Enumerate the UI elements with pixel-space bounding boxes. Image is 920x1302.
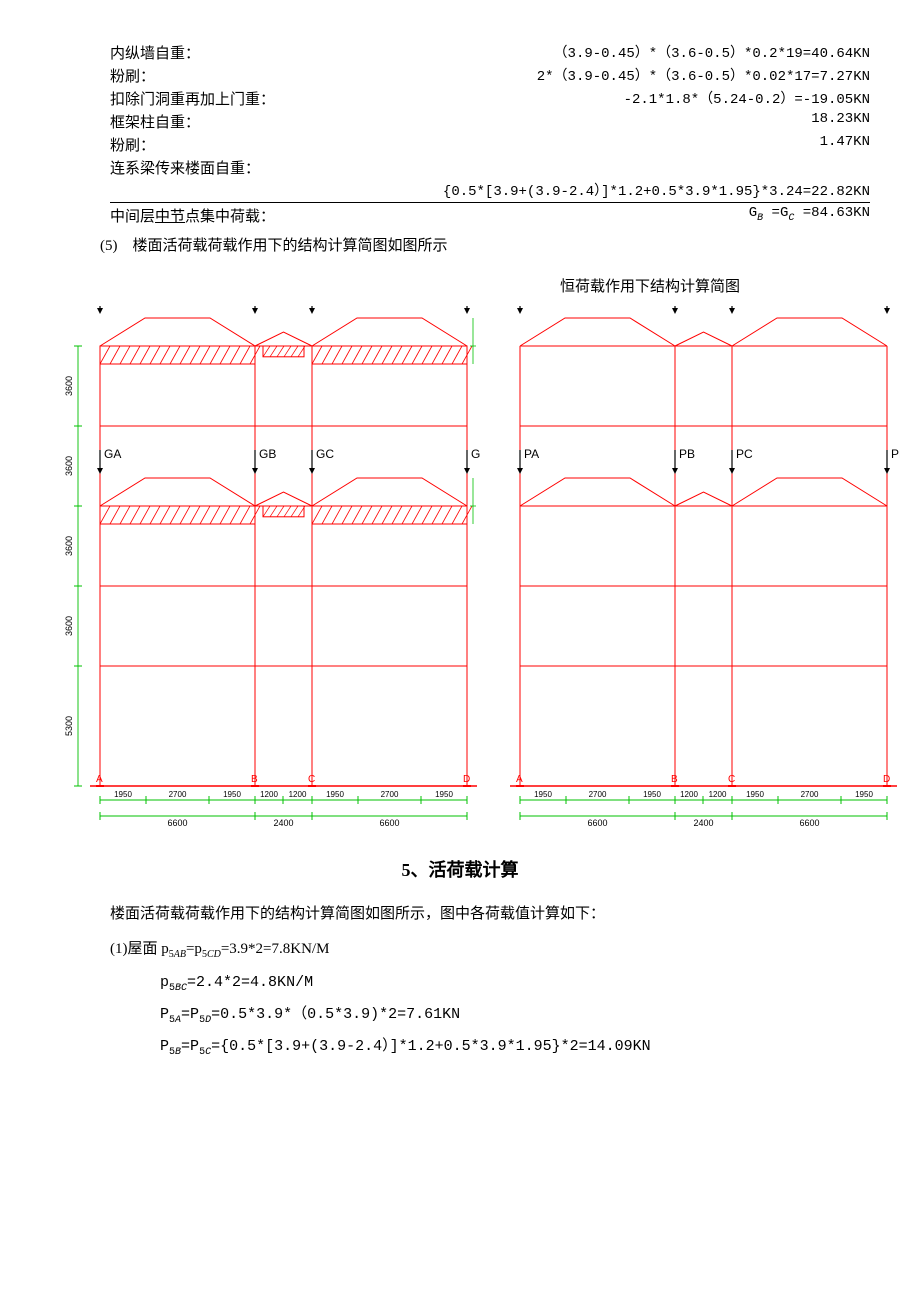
svg-text:1950: 1950 [326,790,344,799]
diagrams-container: ABCDG5AG5BG5CG5DGAGBGCGD1950270019501200… [50,306,870,826]
calc-row: 内纵墙自重：（3.9-0.45）*（3.6-0.5）*0.2*19=40.64K… [110,42,870,63]
svg-text:1950: 1950 [746,790,764,799]
calc-block: 内纵墙自重：（3.9-0.45）*（3.6-0.5）*0.2*19=40.64K… [110,42,870,226]
section-title-5: 5、活荷载计算 [50,856,870,882]
calc-row-underlined: {0.5*[3.9+(3.9-2.4）]*1.2+0.5*3.9*1.95}*3… [110,180,870,203]
svg-text:3600: 3600 [64,456,74,476]
diagram-right: ABCDP5AP5BP5CP5DPAPBPCPD1950270019501200… [500,306,900,826]
svg-text:C: C [728,774,735,785]
formula-line: (1)屋面 p5AB=p5CD=3.9*2=7.8KN/M [110,937,870,960]
svg-text:PD: PD [891,447,900,461]
svg-text:6600: 6600 [379,818,399,826]
svg-text:GD: GD [471,447,480,461]
svg-text:2700: 2700 [801,790,819,799]
calc-row: 扣除门洞重再加上门重：-2.1*1.8*（5.24-0.2）=-19.05KN [110,88,870,109]
svg-text:1200: 1200 [260,790,278,799]
svg-text:5300: 5300 [64,716,74,736]
svg-text:PA: PA [524,447,539,461]
svg-text:GA: GA [104,447,121,461]
calc-row: 框架柱自重：18.23KN [110,111,870,132]
section-5-heading: (5) 楼面活荷载荷载作用下的结构计算简图如图所示 [100,234,870,255]
intro-paragraph: 楼面活荷载荷载作用下的结构计算简图如图所示，图中各荷载值计算如下： [110,902,870,923]
calc-row: 粉刷：1.47KN [110,134,870,155]
svg-text:C: C [308,774,315,785]
svg-text:PC: PC [736,447,753,461]
svg-text:1200: 1200 [680,790,698,799]
svg-text:2700: 2700 [169,790,187,799]
frame-diagram-right: ABCDP5AP5BP5CP5DPAPBPCPD1950270019501200… [500,306,900,826]
svg-text:3600: 3600 [64,616,74,636]
svg-text:A: A [96,774,103,785]
svg-text:3600: 3600 [64,376,74,396]
svg-text:1950: 1950 [855,790,873,799]
svg-text:2700: 2700 [381,790,399,799]
svg-text:3600: 3600 [64,536,74,556]
svg-text:B: B [671,774,678,785]
svg-text:1950: 1950 [643,790,661,799]
svg-text:2400: 2400 [693,818,713,826]
svg-text:2400: 2400 [273,818,293,826]
svg-text:1950: 1950 [223,790,241,799]
svg-text:6600: 6600 [799,818,819,826]
svg-text:B: B [251,774,258,785]
formula-line: P5A=P5D=0.5*3.9*（0.5*3.9)*2=7.61KN [160,1002,870,1026]
svg-text:1200: 1200 [709,790,727,799]
diagram-left: ABCDG5AG5BG5CG5DGAGBGCGD1950270019501200… [50,306,480,826]
formula-line: P5B=P5C={0.5*[3.9+(3.9-2.4）]*1.2+0.5*3.9… [160,1034,870,1058]
svg-text:GC: GC [316,447,334,461]
svg-text:D: D [463,774,470,785]
svg-text:1200: 1200 [289,790,307,799]
svg-text:A: A [516,774,523,785]
calc-row: 连系梁传来楼面自重： [110,157,870,178]
svg-text:6600: 6600 [587,818,607,826]
svg-text:6600: 6600 [167,818,187,826]
calc-row: 粉刷：2*（3.9-0.45）*（3.6-0.5）*0.02*17=7.27KN [110,65,870,86]
diagram-caption: 恒荷载作用下结构计算简图 [430,275,870,296]
svg-text:1950: 1950 [435,790,453,799]
calc-row: 中间层中节点集中荷载：GB =GC =84.63KN [110,205,870,226]
svg-text:PB: PB [679,447,695,461]
svg-text:D: D [883,774,890,785]
svg-text:1950: 1950 [534,790,552,799]
svg-text:1950: 1950 [114,790,132,799]
frame-diagram-left: ABCDG5AG5BG5CG5DGAGBGCGD1950270019501200… [50,306,480,826]
svg-text:GB: GB [259,447,276,461]
formula-line: p5BC=2.4*2=4.8KN/M [160,974,870,994]
svg-text:2700: 2700 [589,790,607,799]
